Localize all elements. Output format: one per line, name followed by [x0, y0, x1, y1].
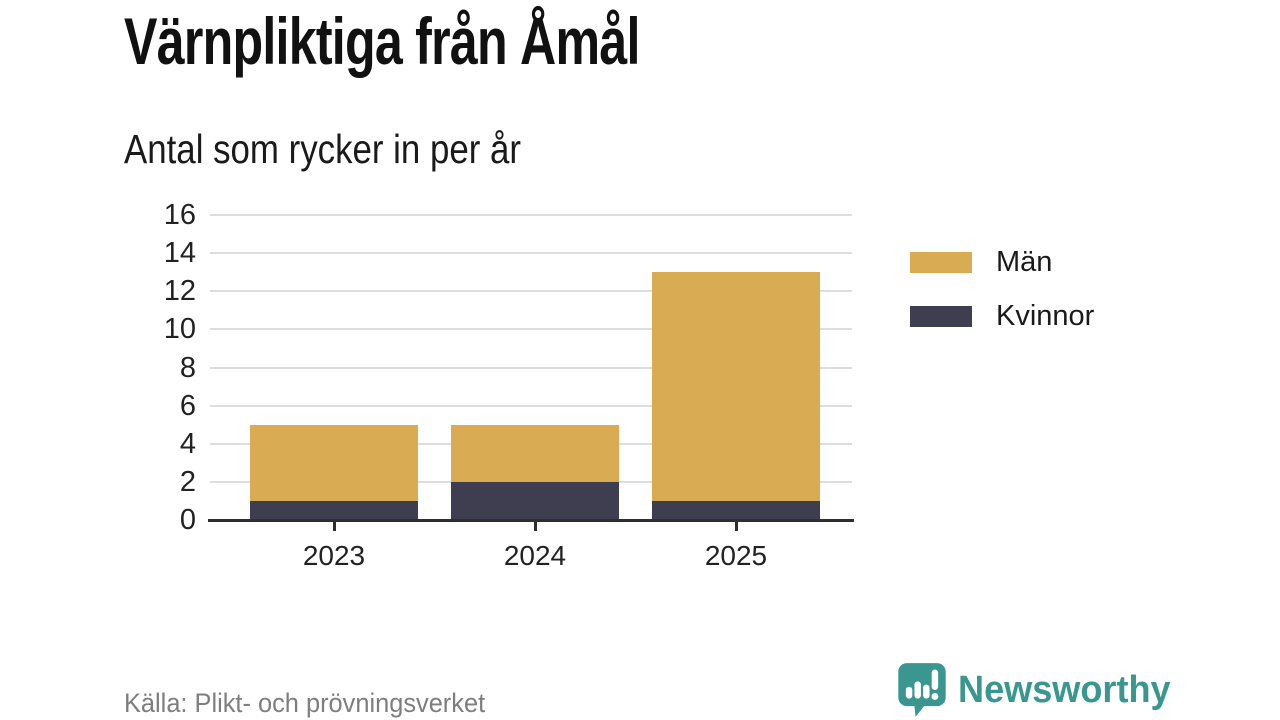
bar-segment-män-2025 — [652, 272, 820, 501]
bar-segment-kvinnor-2024 — [451, 481, 619, 520]
legend-label: Kvinnor — [996, 300, 1095, 332]
x-axis-tick-label: 2024 — [503, 540, 567, 571]
gridline-y8 — [210, 366, 852, 369]
chart-legend: Män Kvinnor — [910, 248, 1094, 356]
legend-swatch — [910, 306, 972, 327]
legend-item-kvinnor: Kvinnor — [910, 302, 1094, 331]
legend-label: Män — [996, 246, 1053, 278]
source-note: Källa: Plikt- och prövningsverket — [124, 688, 486, 718]
y-axis-tick-label: 2 — [179, 465, 196, 498]
bar-segment-kvinnor-2023 — [250, 500, 418, 520]
bar-segment-män-2024 — [451, 424, 619, 482]
brand-logo: Newsworthy — [896, 662, 1182, 718]
gridline-y10 — [210, 328, 852, 331]
x-axis-tick-label: 2023 — [302, 540, 366, 571]
x-axis-tick-2023 — [332, 522, 336, 531]
gridline-y6 — [210, 404, 852, 407]
brand-name: Newsworthy — [958, 669, 1171, 711]
legend-swatch — [910, 252, 972, 273]
chart-subtitle: Antal som rycker in per år — [124, 126, 522, 172]
y-axis-tick-label: 0 — [179, 504, 196, 536]
bar-segment-kvinnor-2025 — [652, 500, 820, 520]
bar-segment-män-2023 — [250, 424, 418, 501]
y-axis-tick-label: 4 — [179, 427, 196, 460]
y-axis-tick-label: 8 — [179, 351, 196, 384]
y-axis-tick-label: 6 — [179, 389, 196, 422]
y-axis-tick-label: 12 — [163, 275, 196, 308]
gridline-y16 — [210, 214, 852, 216]
x-axis-tick-2024 — [533, 522, 537, 531]
y-axis-tick-label: 14 — [163, 237, 196, 270]
x-axis-tick-label: 2025 — [704, 540, 768, 571]
newsworthy-icon — [898, 663, 946, 717]
gridline-y12 — [210, 290, 852, 293]
y-axis-tick-label: 16 — [163, 199, 196, 231]
legend-item-män: Män — [910, 248, 1094, 277]
y-axis-tick-label: 10 — [163, 313, 196, 346]
x-axis-line — [208, 519, 854, 522]
gridline-y14 — [210, 252, 852, 255]
x-axis-tick-2025 — [734, 522, 738, 531]
chart-title: Värnpliktiga från Åmål — [124, 4, 640, 78]
